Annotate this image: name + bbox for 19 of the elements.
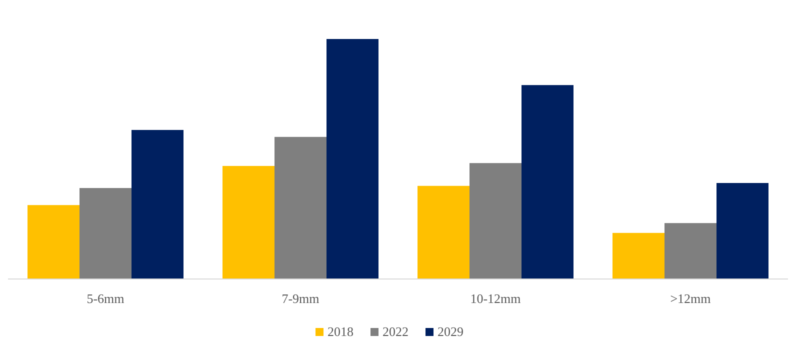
bar [612,232,664,279]
bar [664,223,716,279]
legend-label: 2029 [438,324,464,339]
bar [28,205,80,279]
bar [418,186,470,279]
x-tick-label: >12mm [670,291,711,306]
bar [80,188,132,279]
x-tick-label: 7-9mm [282,291,320,306]
legend-label: 2022 [382,324,408,339]
legend-label: 2018 [328,324,354,339]
x-tick-label: 5-6mm [86,291,124,306]
bar [222,166,274,279]
bar [326,39,378,279]
bar [470,163,522,279]
bar [132,130,184,279]
x-tick-label: 10-12mm [470,291,521,306]
bar [274,136,326,279]
bar [522,85,574,279]
bar [716,183,768,279]
